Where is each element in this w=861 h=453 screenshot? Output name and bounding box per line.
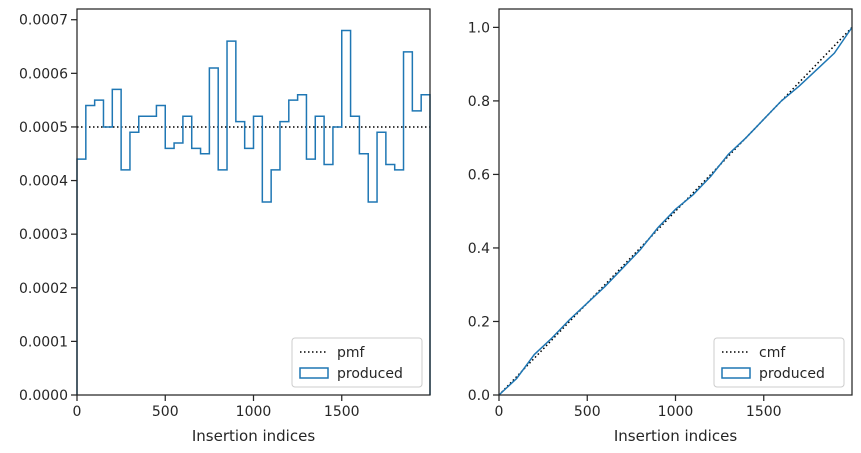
- legend: pmf produced: [291, 337, 423, 388]
- y-tick-label: 0.0004: [19, 174, 68, 190]
- cmf-cumulative-panel: 0 500 1000 1500 0.0 0.2 0.4 0.6 0.8 1.0 Insertion …: [468, 8, 853, 445]
- legend-label: produced: [337, 366, 403, 382]
- legend-box: [713, 337, 845, 388]
- x-tick-label: 1000: [236, 404, 272, 420]
- y-tick-label: 0.0000: [19, 388, 68, 404]
- x-tick-label: 1500: [746, 404, 782, 420]
- produced-cumulative-series: [498, 26, 853, 396]
- legend-box: [291, 337, 423, 388]
- x-tick-label: 1000: [658, 404, 694, 420]
- y-tick-label: 0.0007: [19, 13, 68, 29]
- legend-step-swatch: [299, 367, 329, 379]
- y-tick-label: 0.2: [468, 314, 490, 330]
- y-tick-label: 0.0006: [19, 66, 68, 82]
- legend: cmf produced: [713, 337, 845, 388]
- y-tick-label: 0.4: [468, 241, 490, 257]
- y-tick-label: 0.0005: [19, 120, 68, 136]
- y-tick-label: 0.0001: [19, 334, 68, 350]
- cmf-reference-line: [498, 26, 853, 396]
- y-tick-label: 0.0002: [19, 281, 68, 297]
- legend-step-swatch: [721, 367, 751, 379]
- x-tick-label: 0: [495, 404, 504, 420]
- y-tick-label: 0.0003: [19, 227, 68, 243]
- x-tick-label: 500: [152, 404, 179, 420]
- legend-label: produced: [759, 366, 825, 382]
- y-tick-label: 0.6: [468, 167, 490, 183]
- produced-step-series: [76, 29, 431, 395]
- y-tick-label: 1.0: [468, 20, 490, 36]
- legend-label: pmf: [337, 345, 366, 361]
- x-tick-label: 1500: [324, 404, 360, 420]
- x-tick-label: 500: [574, 404, 601, 420]
- y-tick-label: 0.0: [468, 388, 490, 404]
- x-tick-label: 0: [73, 404, 82, 420]
- x-axis-label: Insertion indices: [192, 427, 315, 445]
- legend-label: cmf: [759, 345, 786, 361]
- x-axis-label: Insertion indices: [614, 427, 737, 445]
- y-tick-label: 0.8: [468, 94, 490, 110]
- pmf-histogram-panel: 0 500 1000 1500 0.0000 0.0001 0.0002 0.0003 0.00…: [19, 8, 431, 445]
